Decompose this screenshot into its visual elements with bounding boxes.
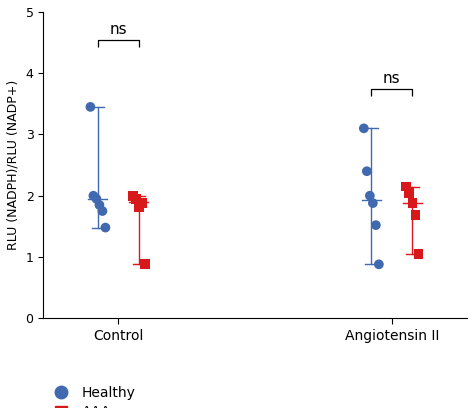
Point	[369, 200, 377, 206]
Point	[132, 195, 140, 202]
Point	[96, 202, 103, 208]
Point	[372, 222, 380, 228]
Point	[99, 208, 106, 214]
Point	[406, 189, 413, 196]
Text: ns: ns	[383, 71, 401, 86]
Point	[366, 193, 374, 199]
Text: ns: ns	[109, 22, 127, 37]
Point	[411, 212, 419, 219]
Point	[87, 104, 94, 110]
Point	[415, 251, 422, 257]
Point	[101, 224, 109, 231]
Point	[360, 125, 368, 132]
Point	[402, 183, 410, 190]
Point	[90, 193, 97, 199]
Point	[129, 193, 137, 200]
Point	[138, 200, 146, 206]
Point	[409, 200, 416, 206]
Y-axis label: RLU (NADPH)/RLU (NADP+): RLU (NADPH)/RLU (NADP+)	[7, 80, 20, 250]
Point	[363, 168, 371, 175]
Point	[135, 204, 143, 210]
Legend: Healthy, AAA: Healthy, AAA	[42, 380, 141, 408]
Point	[375, 261, 383, 268]
Point	[141, 261, 149, 268]
Point	[92, 195, 100, 202]
